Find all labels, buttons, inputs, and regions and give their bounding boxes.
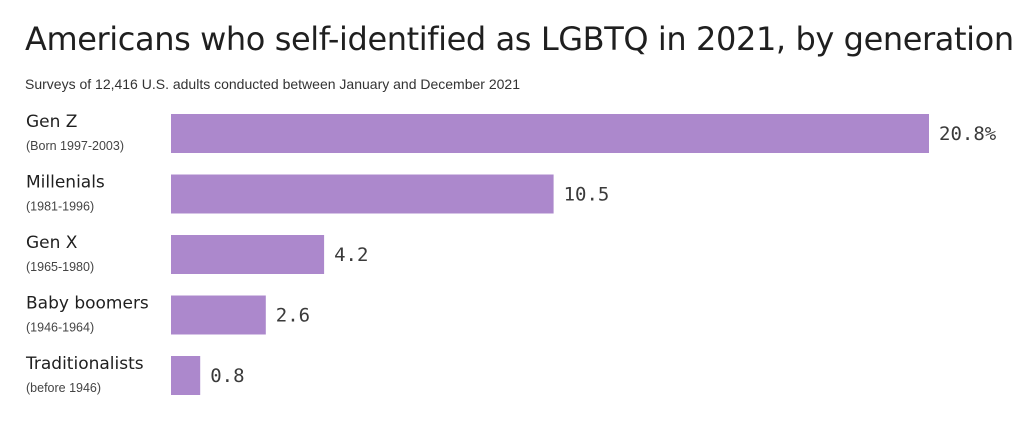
category-sublabel: (1965-1980) [26,260,94,274]
category-label: Traditionalists [25,354,144,374]
bar-0 [171,114,929,153]
category-sublabel: (Born 1997-2003) [26,139,124,153]
bar-1 [171,174,554,214]
value-label: 4.2 [334,244,368,266]
chart-subtitle: Surveys of 12,416 U.S. adults conducted … [25,76,520,92]
category-sublabel: (1946-1964) [26,321,94,335]
bar-3 [171,295,266,335]
value-label: 10.5 [564,184,610,206]
bar-4 [171,356,201,395]
value-label: 0.8 [210,365,244,387]
category-sublabel: (before 1946) [26,381,101,395]
value-label: 2.6 [276,305,310,327]
chart-title: Americans who self-identified as LGBTQ i… [25,20,1014,58]
category-label: Millenials [26,173,105,193]
category-sublabel: (1981-1996) [26,200,94,214]
value-label: 20.8% [939,123,997,145]
category-label: Gen X [26,233,78,253]
bar-2 [171,235,325,274]
category-label: Gen Z [26,112,77,132]
category-label: Baby boomers [26,294,149,314]
